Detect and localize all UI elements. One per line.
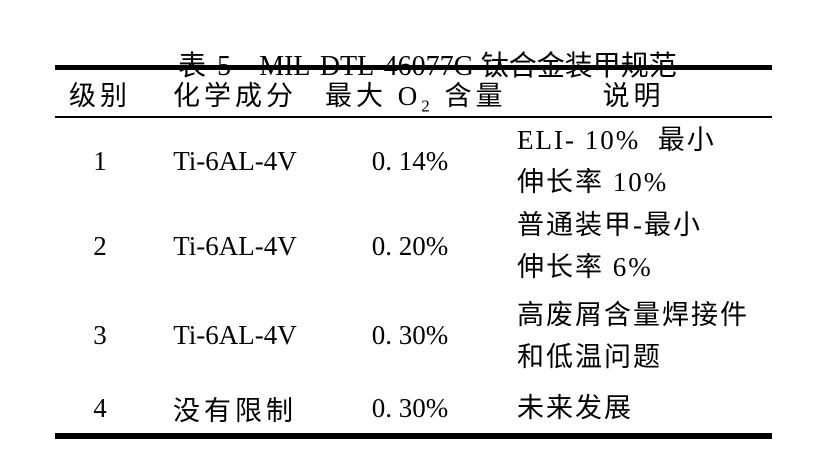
composition-cell: Ti-6AL-4V bbox=[173, 320, 297, 350]
composition-cell: Ti-6AL-4V bbox=[173, 230, 297, 261]
note-cell: ELI- 10% 最小 伸长率 10% bbox=[495, 119, 772, 203]
note-line-1: 普通装甲-最小 bbox=[517, 210, 702, 240]
note-cell: 普通装甲-最小 伸长率 6% bbox=[495, 204, 772, 288]
composition-cell: Ti-6AL-4V bbox=[173, 145, 297, 176]
max-o2-cell: 0. 30% bbox=[371, 320, 449, 350]
header-cell-description: 说明 bbox=[602, 80, 665, 111]
grade-cell: 2 bbox=[93, 230, 107, 261]
table-header-row: 级别 化学成分 最大 O2 含量 说明 bbox=[55, 70, 772, 118]
composition-cell: 没有限制 bbox=[173, 395, 297, 426]
note-line-1: ELI- 10% 最小 bbox=[517, 125, 716, 155]
grade-cell: 4 bbox=[93, 392, 107, 423]
note-line-2: 伸长率 10% bbox=[517, 167, 669, 197]
max-o2-prefix: 最大 O bbox=[325, 80, 422, 111]
table-row-grade-3: 3 Ti-6AL-4V 0. 30% 高废屑含量焊接件 和低温问题 bbox=[55, 288, 772, 383]
max-o2-suffix: 含量 bbox=[433, 80, 507, 111]
grade-cell: 1 bbox=[93, 145, 107, 176]
grade-cell: 3 bbox=[93, 320, 107, 350]
note-line-1: 未来发展 bbox=[517, 393, 633, 423]
armor-spec-table: 级别 化学成分 最大 O2 含量 说明 1 Ti-6AL-4V 0. 14% E… bbox=[55, 65, 772, 439]
header-cell-grade: 级别 bbox=[69, 80, 131, 111]
table-row-grade-4: 4 没有限制 0. 30% 未来发展 bbox=[55, 383, 772, 433]
header-cell-max-o2: 最大 O2 含量 bbox=[325, 74, 503, 115]
max-o2-cell: 0. 20% bbox=[371, 230, 449, 261]
table-row-grade-1: 1 Ti-6AL-4V 0. 14% ELI- 10% 最小 伸长率 10% bbox=[55, 118, 772, 204]
note-line-2: 伸长率 6% bbox=[517, 252, 653, 282]
note-cell: 未来发展 bbox=[495, 387, 772, 429]
note-cell: 高废屑含量焊接件 和低温问题 bbox=[495, 294, 772, 378]
max-o2-cell: 0. 14% bbox=[371, 145, 449, 176]
note-line-1: 高废屑含量焊接件 bbox=[517, 299, 749, 330]
max-o2-cell: 0. 30% bbox=[371, 392, 449, 423]
table-row-grade-2: 2 Ti-6AL-4V 0. 20% 普通装甲-最小 伸长率 6% bbox=[55, 204, 772, 288]
header-cell-composition: 化学成分 bbox=[173, 80, 297, 111]
note-line-2: 和低温问题 bbox=[517, 341, 662, 372]
max-o2-subscript: 2 bbox=[421, 95, 434, 115]
